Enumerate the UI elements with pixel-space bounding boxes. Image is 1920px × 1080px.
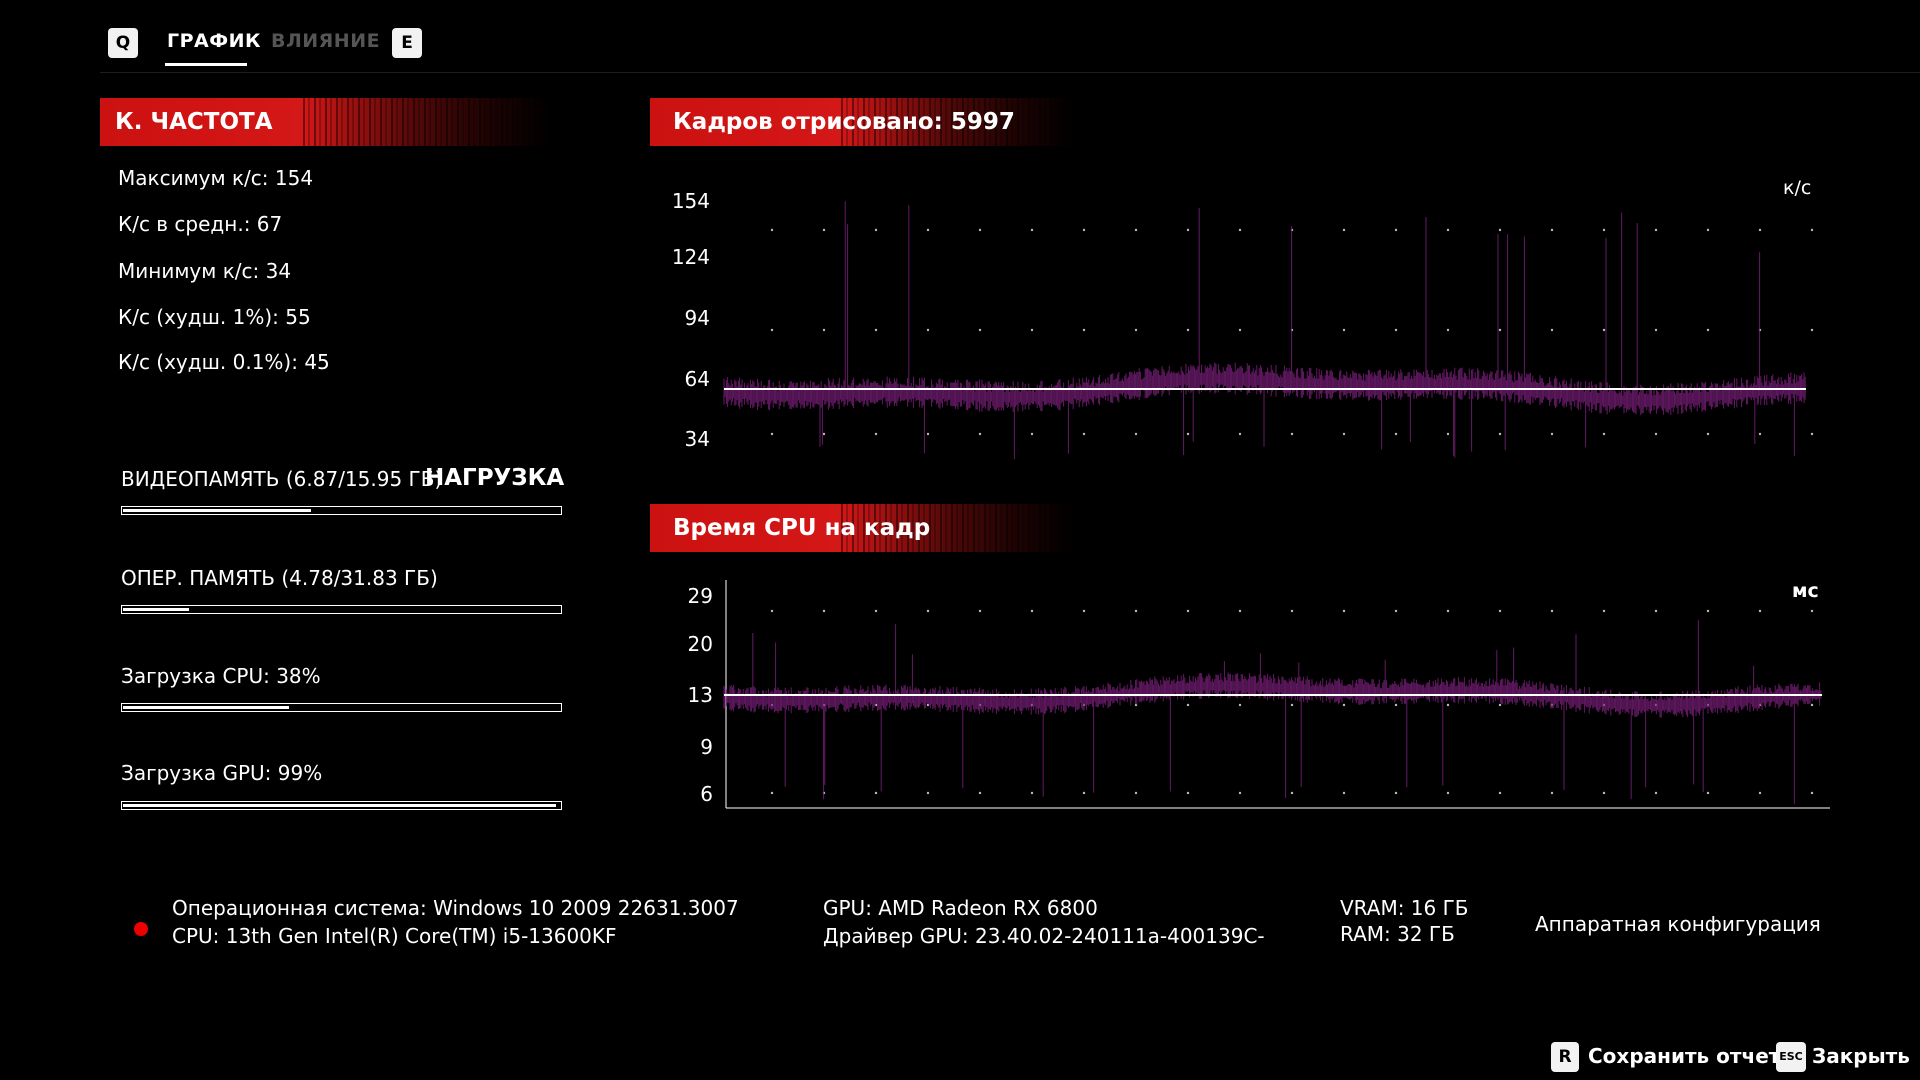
fps-chart-banner: Кадров отрисовано: 5997 (650, 98, 1075, 146)
cpu-unit: мс (1792, 580, 1819, 602)
fps-tick-34: 34 (684, 427, 710, 451)
load-title: НАГРУЗКА (425, 465, 565, 491)
fps-chart-plot (723, 201, 1814, 460)
os-info: Операционная система: Windows 10 2009 22… (172, 896, 739, 920)
gpu-info: GPU: AMD Radeon RX 6800 (823, 896, 1098, 920)
ram-meter-label: ОПЕР. ПАМЯТЬ (4.78/31.83 ГБ) (121, 566, 438, 590)
fps-unit: к/с (1783, 177, 1812, 199)
cpu-chart-plot (723, 580, 1830, 809)
stat-min-fps: Минимум к/с: 34 (118, 259, 292, 283)
cpu-chart-banner: Время CPU на кадр (650, 504, 1075, 552)
cpu-tick-6: 6 (700, 782, 713, 806)
fps-tick-124: 124 (671, 245, 710, 269)
gpu-meter (121, 801, 562, 810)
close-button[interactable]: Закрыть (1812, 1044, 1910, 1068)
fps-tick-154: 154 (671, 189, 710, 213)
stat-1pct-low: К/с (худш. 1%): 55 (118, 305, 311, 329)
header-divider (100, 72, 1920, 73)
gpu-meter-fill (123, 804, 556, 807)
fps-tick-64: 64 (684, 367, 710, 391)
ram-meter-fill (123, 608, 189, 611)
cpu-meter-label: Загрузка CPU: 38% (121, 664, 321, 688)
cpu-meter-fill (123, 706, 289, 709)
tab-active-underline (165, 63, 247, 66)
vram-info: VRAM: 16 ГБ (1340, 896, 1469, 920)
cpu-info: CPU: 13th Gen Intel(R) Core(TM) i5-13600… (172, 924, 617, 948)
fps-tick-94: 94 (684, 306, 710, 330)
cpu-tick-29: 29 (687, 584, 713, 608)
status-dot (134, 922, 148, 936)
prev-tab-key[interactable]: Q (108, 28, 138, 58)
cpu-meter (121, 703, 562, 712)
stat-avg-fps: К/с в средн.: 67 (118, 212, 283, 236)
cpu-tick-13: 13 (687, 683, 713, 707)
next-tab-key[interactable]: E (392, 28, 422, 58)
tab-impact[interactable]: ВЛИЯНИЕ (271, 30, 381, 52)
ram-info: RAM: 32 ГБ (1340, 922, 1455, 946)
framerate-title: К. ЧАСТОТА (115, 109, 273, 135)
ram-meter (121, 605, 562, 614)
cpu-chart-title: Время CPU на кадр (673, 515, 931, 541)
cpu-tick-20: 20 (687, 632, 713, 656)
close-key[interactable]: ESC (1776, 1042, 1806, 1072)
stat-max-fps: Максимум к/с: 154 (118, 166, 314, 190)
gpu-meter-label: Загрузка GPU: 99% (121, 761, 323, 785)
cpu-tick-9: 9 (700, 735, 713, 759)
tab-graph[interactable]: ГРАФИК (167, 30, 262, 52)
hardware-config-label: Аппаратная конфигурация (1535, 912, 1821, 936)
vram-meter-label: ВИДЕОПАМЯТЬ (6.87/15.95 ГБ) (121, 467, 443, 491)
save-report-button[interactable]: Сохранить отчет (1588, 1044, 1781, 1068)
framerate-banner: К. ЧАСТОТА (100, 98, 550, 146)
stat-01pct-low: К/с (худш. 0.1%): 45 (118, 350, 330, 374)
fps-chart-title: Кадров отрисовано: 5997 (673, 109, 1015, 135)
vram-meter (121, 506, 562, 515)
gpu-driver-info: Драйвер GPU: 23.40.02-240111a-400139C- (823, 924, 1265, 948)
save-report-key[interactable]: R (1551, 1042, 1579, 1072)
vram-meter-fill (123, 509, 311, 512)
